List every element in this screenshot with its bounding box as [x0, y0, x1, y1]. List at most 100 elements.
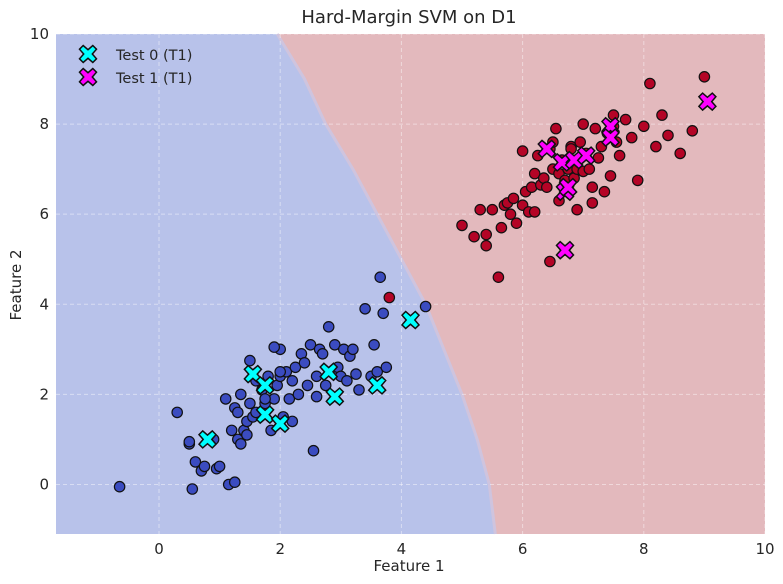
train-point-class-0	[244, 397, 256, 410]
train-point-class-0	[307, 444, 320, 457]
train-point-class-1	[698, 71, 711, 83]
train-point-class-0	[113, 480, 126, 493]
train-point-class-0	[374, 271, 386, 283]
train-point-class-1	[468, 230, 480, 243]
train-point-class-1	[456, 219, 468, 232]
train-point-class-0	[225, 424, 238, 437]
test-point-0	[400, 310, 421, 330]
test-point-0	[325, 387, 345, 407]
train-point-class-0	[219, 393, 232, 405]
train-point-class-1	[480, 228, 492, 241]
test-point-0	[197, 429, 218, 449]
train-point-class-0	[350, 368, 362, 380]
x-tick-label: 0	[154, 540, 164, 558]
train-point-class-0	[229, 476, 241, 488]
train-point-class-0	[241, 429, 253, 441]
train-point-class-1	[492, 271, 505, 283]
legend-label-test-0: Test 0 (T1)	[115, 48, 192, 64]
test-points	[197, 92, 717, 449]
train-point-class-1	[662, 129, 674, 142]
test-point-1	[600, 128, 621, 148]
train-point-class-0	[380, 361, 393, 374]
train-point-class-1	[598, 185, 611, 198]
train-point-class-1	[574, 136, 586, 148]
legend-item-test-0: Test 0 (T1)	[78, 44, 192, 64]
train-point-class-1	[495, 221, 508, 234]
train-point-class-1	[571, 203, 583, 216]
train-point-class-1	[516, 145, 529, 157]
legend-label-test-1: Test 1 (T1)	[115, 71, 192, 87]
train-point-class-0	[268, 341, 280, 353]
train-point-class-1	[625, 131, 638, 144]
tick-labels: 0 2 4 6 8 10 0 2 4 6 8 10	[30, 25, 775, 558]
train-point-class-1	[619, 113, 632, 126]
train-point-class-1	[613, 149, 626, 162]
train-point-class-1	[604, 170, 617, 182]
train-point-class-0	[316, 347, 329, 360]
legend: Test 0 (T1) Test 1 (T1)	[78, 44, 192, 87]
legend-item-test-1: Test 1 (T1)	[78, 67, 192, 87]
train-point-class-0	[322, 320, 335, 333]
train-point-class-1	[631, 174, 644, 187]
train-point-class-1	[510, 217, 523, 229]
train-point-class-1	[586, 197, 599, 209]
train-point-class-1	[528, 206, 541, 218]
train-point-class-1	[650, 140, 662, 153]
train-point-class-0	[292, 388, 305, 401]
train-point-class-0	[183, 435, 196, 448]
train-point-class-1	[589, 122, 602, 135]
train-point-class-0	[232, 406, 244, 419]
train-point-class-0	[304, 338, 317, 351]
train-point-class-0	[353, 384, 365, 396]
train-point-class-1	[637, 120, 650, 133]
train-point-class-0	[289, 361, 302, 374]
y-tick-label: 2	[39, 385, 49, 403]
legend-marker-test-1	[78, 67, 98, 87]
train-point-class-0	[235, 388, 247, 401]
train-point-class-1	[480, 239, 492, 252]
train-point-class-1	[656, 109, 668, 121]
test-point-1	[697, 92, 717, 112]
train-point-class-0	[283, 393, 296, 405]
test-point-0	[255, 375, 275, 395]
train-point-class-1	[504, 208, 517, 220]
train-point-class-0	[244, 354, 256, 367]
y-tick-label: 10	[30, 25, 49, 43]
test-point-1	[555, 240, 575, 260]
train-point-class-0	[419, 300, 432, 313]
chart-title: Hard-Margin SVM on D1	[301, 7, 516, 28]
train-point-class-0	[186, 483, 199, 495]
train-point-class-0	[213, 460, 226, 473]
train-point-class-1	[577, 118, 589, 130]
train-point-class-1	[674, 147, 686, 160]
train-point-class-0	[198, 460, 211, 473]
legend-x-icon	[78, 67, 98, 87]
train-point-class-0	[310, 390, 323, 403]
y-tick-label: 4	[39, 295, 49, 313]
train-point-class-0	[235, 438, 247, 450]
train-point-class-1	[644, 77, 656, 90]
train-point-class-0	[259, 393, 271, 405]
test-point-0	[319, 362, 339, 382]
train-point-class-0	[328, 338, 341, 351]
test-point-1	[558, 177, 578, 197]
train-point-class-1	[544, 255, 556, 268]
y-tick-label: 6	[39, 205, 49, 223]
train-point-class-1	[474, 203, 486, 216]
train-point-class-1	[583, 163, 596, 175]
test-point-1	[537, 139, 557, 159]
x-tick-label: 8	[639, 540, 649, 558]
decision-regions	[56, 33, 765, 535]
train-point-class-1	[592, 152, 605, 164]
legend-x-icon	[78, 44, 98, 64]
y-tick-label: 0	[39, 475, 49, 493]
x-tick-label: 10	[755, 540, 774, 558]
train-point-class-1	[686, 125, 699, 137]
train-point-class-1	[507, 192, 520, 205]
train-point-class-1	[550, 122, 562, 135]
train-point-class-0	[371, 365, 383, 378]
x-tick-label: 2	[275, 540, 285, 558]
train-point-class-1	[383, 291, 396, 304]
